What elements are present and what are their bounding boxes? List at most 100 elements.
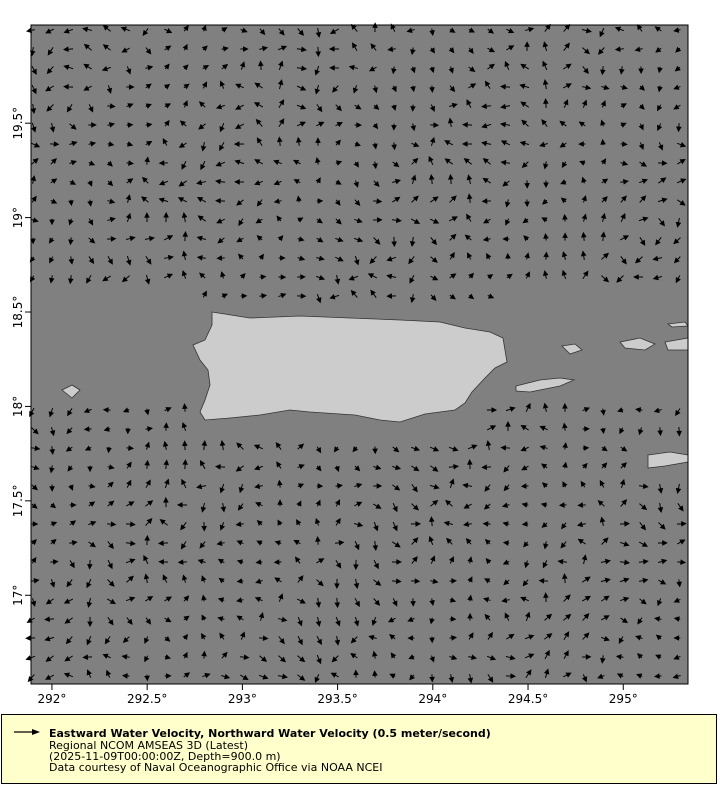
velocity-arrow — [164, 636, 171, 642]
velocity-arrow — [182, 64, 189, 71]
velocity-arrow — [430, 578, 439, 584]
velocity-arrow — [87, 559, 93, 570]
velocity-arrow — [449, 85, 456, 93]
velocity-arrow — [501, 597, 510, 604]
velocity-arrow — [544, 613, 553, 621]
velocity-arrow — [487, 47, 496, 53]
velocity-arrow — [88, 122, 97, 128]
velocity-arrow — [316, 104, 323, 113]
velocity-arrow — [202, 672, 211, 679]
velocity-arrow — [541, 463, 548, 470]
velocity-arrow — [126, 141, 134, 147]
velocity-arrow — [482, 177, 491, 184]
velocity-arrow — [83, 63, 93, 70]
velocity-arrow — [353, 161, 359, 168]
velocity-arrow — [107, 141, 115, 147]
velocity-arrow — [448, 446, 459, 452]
velocity-arrow — [500, 159, 511, 166]
velocity-arrow — [407, 616, 415, 622]
x-tick-label: 294.5° — [508, 692, 548, 706]
velocity-arrow — [329, 65, 340, 71]
velocity-arrow — [506, 28, 515, 34]
velocity-arrow — [392, 196, 401, 203]
velocity-arrow — [49, 256, 55, 264]
velocity-arrow — [49, 465, 55, 474]
velocity-arrow — [176, 502, 188, 508]
velocity-arrow — [543, 251, 549, 260]
velocity-arrow — [256, 540, 263, 546]
velocity-arrow — [448, 66, 454, 74]
velocity-arrow — [657, 502, 664, 514]
velocity-arrow — [159, 519, 168, 526]
velocity-arrow — [145, 255, 152, 265]
velocity-arrow — [277, 235, 284, 242]
velocity-arrow — [601, 445, 608, 452]
velocity-arrow — [183, 595, 190, 602]
velocity-arrow — [582, 445, 590, 451]
legend: Eastward Water Velocity, Northward Water… — [1, 714, 717, 784]
velocity-arrow — [429, 484, 440, 490]
velocity-arrow — [255, 502, 263, 508]
axes: 292° 292.5° 293° 293.5° 294° 294.5° 295° 19.5° 1… — [11, 107, 638, 706]
velocity-arrow — [449, 478, 455, 489]
velocity-arrow — [83, 426, 92, 432]
velocity-arrow — [429, 446, 440, 452]
velocity-arrow — [163, 496, 169, 508]
velocity-arrow — [653, 407, 662, 413]
velocity-arrow — [500, 84, 511, 90]
velocity-arrow — [88, 520, 97, 527]
velocity-arrow — [334, 597, 341, 609]
y-tick-label: 19° — [11, 207, 25, 228]
velocity-arrow — [353, 559, 359, 571]
velocity-arrow — [563, 99, 569, 108]
velocity-arrow — [562, 213, 568, 222]
velocity-arrow — [164, 673, 172, 679]
velocity-arrow — [463, 503, 472, 509]
velocity-arrow — [430, 555, 436, 564]
velocity-arrow — [31, 122, 37, 133]
velocity-arrow — [162, 138, 168, 146]
velocity-arrow — [543, 180, 549, 189]
velocity-arrow — [335, 160, 343, 166]
velocity-arrow — [46, 104, 54, 112]
velocity-arrow — [449, 27, 456, 33]
velocity-arrow — [576, 521, 586, 528]
velocity-arrow — [296, 104, 307, 110]
velocity-arrow — [334, 199, 341, 206]
velocity-arrow — [239, 61, 246, 70]
velocity-arrow — [411, 484, 418, 493]
velocity-arrow — [620, 141, 628, 147]
velocity-arrow — [411, 556, 418, 564]
velocity-arrow — [449, 252, 455, 260]
velocity-arrow — [162, 440, 169, 450]
velocity-arrow — [521, 465, 529, 471]
velocity-arrow — [638, 123, 644, 131]
velocity-arrow — [525, 26, 535, 33]
velocity-arrow — [449, 654, 458, 660]
velocity-arrow — [391, 541, 401, 548]
velocity-arrow — [49, 122, 56, 133]
velocity-arrow — [315, 536, 321, 545]
velocity-arrow — [467, 594, 473, 602]
velocity-arrow — [31, 445, 41, 452]
velocity-arrow — [658, 177, 667, 184]
velocity-arrow — [158, 197, 169, 203]
velocity-arrow — [482, 218, 491, 224]
velocity-arrow — [655, 634, 662, 641]
velocity-arrow — [600, 158, 607, 165]
velocity-arrow — [258, 674, 269, 680]
velocity-arrow — [144, 212, 150, 223]
velocity-arrow — [481, 103, 492, 110]
velocity-arrow — [216, 255, 225, 261]
velocity-arrow — [372, 142, 378, 150]
velocity-arrow — [407, 635, 415, 641]
velocity-arrow — [82, 654, 92, 660]
velocity-arrow — [202, 65, 210, 71]
velocity-arrow — [539, 141, 548, 148]
velocity-arrow — [104, 636, 111, 645]
velocity-arrow — [449, 616, 457, 622]
x-tick-label: 295° — [609, 692, 638, 706]
velocity-arrow — [335, 236, 344, 243]
velocity-arrow — [239, 631, 246, 640]
velocity-arrow — [278, 118, 285, 128]
